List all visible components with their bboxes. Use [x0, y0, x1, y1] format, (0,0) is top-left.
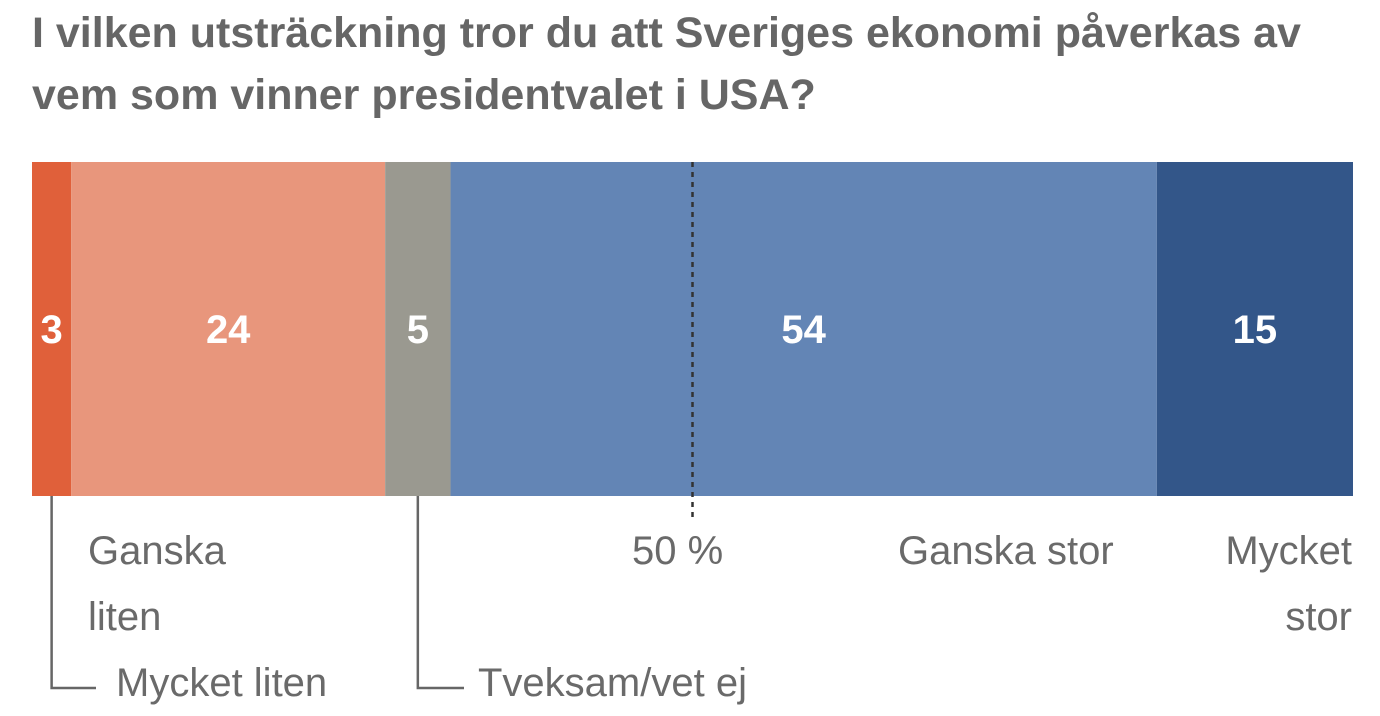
bar-segment-mycket-liten: [32, 162, 72, 496]
bar-segment-tveksam-vet-ej: [385, 162, 451, 496]
data-label: 5: [407, 308, 429, 352]
chart-title: I vilken utsträckning tror du att Sverig…: [32, 9, 1301, 119]
data-label: 3: [40, 308, 62, 352]
bar-segment-mycket-stor: [1156, 162, 1353, 496]
label-fifty-percent: 50 %: [632, 529, 724, 573]
label-tveksam: Tveksam/vet ej: [478, 661, 747, 705]
bar-segment-ganska-liten: [71, 162, 386, 496]
label-ganska-liten: Ganska liten: [88, 529, 226, 639]
label-ganska-stor: Ganska stor: [898, 529, 1114, 573]
data-label: 15: [1233, 308, 1278, 352]
leader-tveksam: [416, 496, 464, 690]
leader-mycket-liten: [50, 496, 96, 690]
label-mycket-liten: Mycket liten: [116, 661, 328, 705]
data-label: 54: [781, 308, 826, 352]
bar-segment-ganska-stor: [450, 162, 1157, 496]
label-mycket-stor: Mycket stor: [1225, 529, 1352, 639]
data-label: 24: [206, 308, 251, 352]
